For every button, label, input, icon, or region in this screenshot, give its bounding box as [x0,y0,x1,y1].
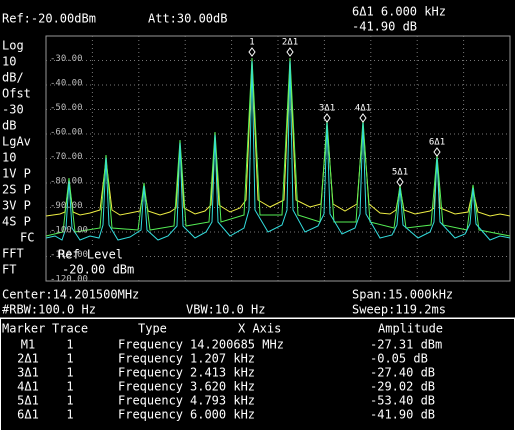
table-cell: 1 [66,380,73,394]
side-label: FC [20,231,34,245]
ref-level: Ref:-20.00dBm [2,12,96,26]
marker-diamond [433,147,441,157]
amplitude-label: -120.00 [50,275,88,285]
table-header: Type [138,322,167,336]
table-cell: 6.000 kHz [190,408,255,422]
amplitude-label: -40.00 [50,79,83,89]
marker-diamond [359,113,367,123]
table-cell: 1 [66,338,73,352]
table-cell: Frequency [118,352,183,366]
side-label: 10 [2,151,16,165]
table-cell: -29.02 dB [370,380,435,394]
side-label: FT [2,263,16,277]
marker-label: 2Δ1 [282,38,298,48]
amplitude-label: -70.00 [50,152,83,162]
ref-level-value: -20.00 dBm [62,263,134,277]
attenuation: Att:30.00dB [148,12,227,26]
side-label: 2S P [2,183,31,197]
table-header: Trace [52,322,88,336]
marker-label: 3Δ1 [319,104,335,114]
marker-diamond [248,47,256,57]
marker-diamond [323,113,331,123]
table-cell: M1 [21,338,35,352]
trace-yellow [45,61,511,217]
active-marker: 6Δ1 6.000 kHz [352,5,446,19]
table-cell: 2Δ1 [17,352,39,366]
table-cell: 6Δ1 [17,408,39,422]
amplitude-label: -50.00 [50,103,83,113]
table-cell: -0.05 dB [370,352,428,366]
side-label: Ofst [2,87,31,101]
table-cell: Frequency [118,338,183,352]
vbw: VBW:10.0 Hz [186,303,265,317]
side-label: 3V P [2,199,31,213]
table-cell: -53.40 dB [370,394,435,408]
table-cell: -41.90 dB [370,408,435,422]
table-cell: Frequency [118,394,183,408]
side-label: 4S P [2,215,31,229]
table-header: Amplitude [378,322,443,336]
table-cell: 1 [66,394,73,408]
side-label: LgAv [2,135,31,149]
table-cell: 1 [66,408,73,422]
table-cell: 4Δ1 [17,380,39,394]
marker-label: 5Δ1 [392,168,408,178]
table-cell: Frequency [118,380,183,394]
amplitude-label: -90.00 [50,201,83,211]
trace-cyan [45,60,511,241]
amplitude-label: -80.00 [50,177,83,187]
side-label: FFT [2,247,24,261]
side-label: dB [2,119,16,133]
amplitude-label: -110.00 [50,250,88,260]
marker-diamond [396,177,404,187]
table-cell: 3.620 kHz [190,380,255,394]
trace-green [45,57,511,237]
span: Span:15.000kHz [352,288,453,302]
side-label: 10 [2,55,16,69]
table-cell: -27.40 dB [370,366,435,380]
table-cell: 1 [66,352,73,366]
table-cell: 1 [66,366,73,380]
marker-label: 1 [249,38,254,48]
table-cell: 1.207 kHz [190,352,255,366]
table-cell: Frequency [118,408,183,422]
active-marker-value: -41.90 dB [352,20,417,34]
side-label: dB/ [2,71,24,85]
table-header: Marker [2,322,45,336]
side-label: -30 [2,103,24,117]
table-cell: 4.793 kHz [190,394,255,408]
side-label: Log [2,39,24,53]
sweep: Sweep:119.2ms [352,303,446,317]
table-header: X Axis [238,322,281,336]
ref-level-box [54,247,140,277]
center-frequency: Center:14.201500MHz [2,288,139,302]
amplitude-label: -60.00 [50,128,83,138]
table-cell: 3Δ1 [17,366,39,380]
ref-level-title: Ref Level [58,248,123,262]
table-cell: 2.413 kHz [190,366,255,380]
table-cell: Frequency [118,366,183,380]
side-label: 1V P [2,167,31,181]
marker-diamond [286,47,294,57]
table-cell: 5Δ1 [17,394,39,408]
table-cell: 14.200685 MHz [190,338,284,352]
marker-label: 4Δ1 [355,104,371,114]
amplitude-label: -100.00 [50,226,88,236]
amplitude-label: -30.00 [50,54,83,64]
graticule [45,35,511,282]
table-cell: -27.31 dBm [370,338,442,352]
rbw: #RBW:100.0 Hz [2,303,96,317]
marker-label: 6Δ1 [429,138,445,148]
